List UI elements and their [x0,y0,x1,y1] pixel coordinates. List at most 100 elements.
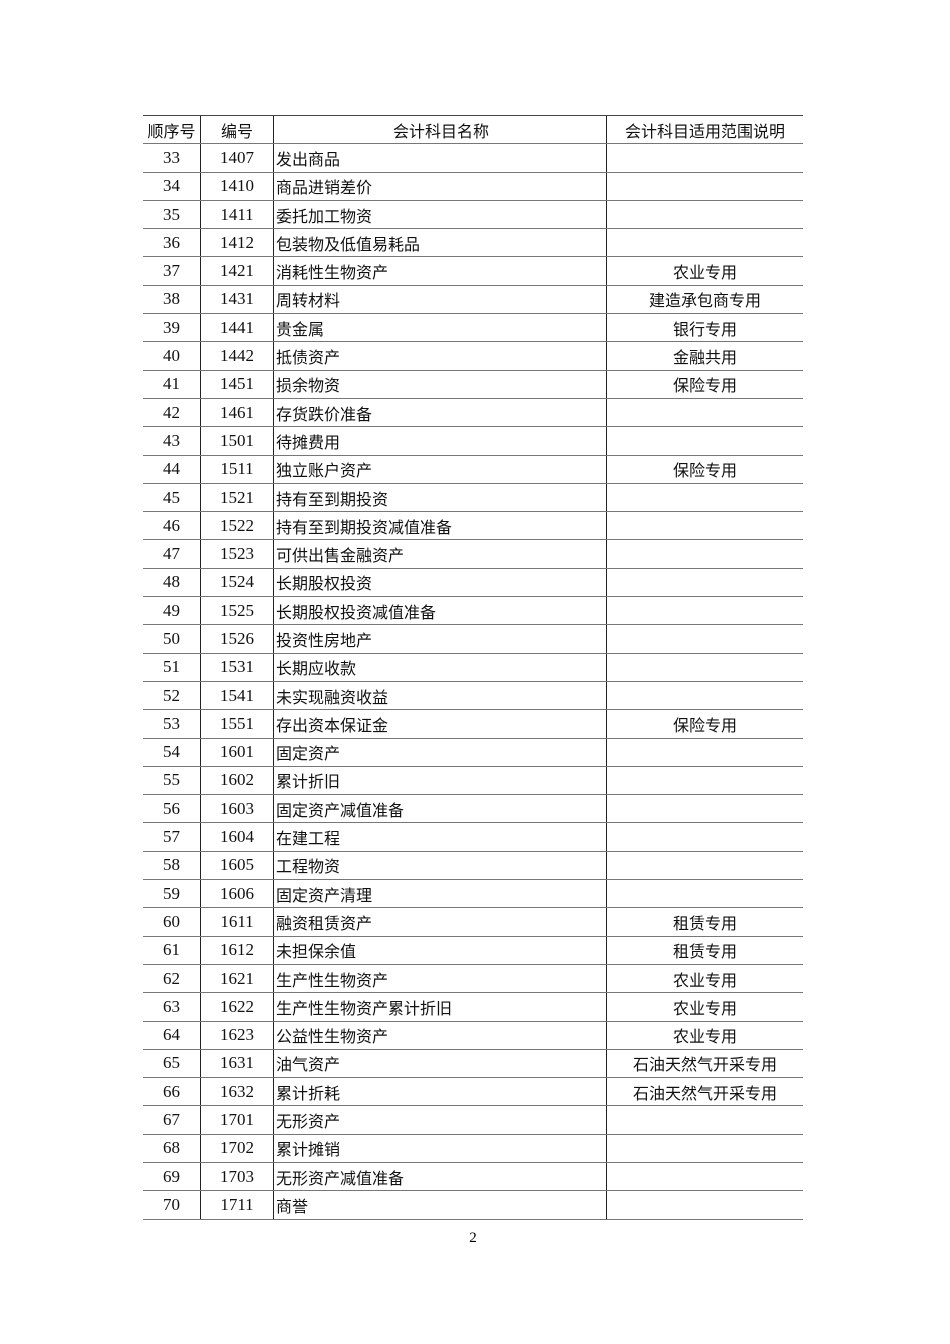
table-row: 50 1526 投资性房地产 [143,624,803,654]
cell-seq: 39 [143,313,201,343]
cell-code: 1526 [200,624,274,654]
cell-scope [606,539,803,569]
cell-code: 1702 [200,1133,274,1163]
cell-name: 长期股权投资 [273,567,607,598]
cell-seq: 47 [143,539,201,569]
cell-name: 长期应收款 [273,652,607,682]
cell-name: 投资性房地产 [273,624,607,654]
cell-code: 1622 [200,992,274,1022]
cell-seq: 43 [143,426,201,456]
cell-code: 1632 [200,1077,274,1107]
cell-code: 1621 [200,963,274,994]
cell-code: 1605 [200,850,274,881]
cell-name: 消耗性生物资产 [273,256,607,286]
cell-name: 商誉 [273,1190,607,1220]
table-row: 45 1521 持有至到期投资 [143,482,803,513]
table-row: 33 1407 发出商品 [143,143,803,173]
cell-name: 未担保余值 [273,935,607,965]
cell-code: 1606 [200,879,274,909]
table-row: 70 1711 商誉 [143,1190,803,1220]
cell-seq: 59 [143,879,201,909]
table-row: 51 1531 长期应收款 [143,652,803,682]
cell-code: 1603 [200,794,274,824]
cell-code: 1501 [200,426,274,456]
cell-seq: 60 [143,907,201,937]
cell-seq: 65 [143,1048,201,1079]
cell-seq: 58 [143,850,201,881]
cell-code: 1412 [200,228,274,258]
cell-name: 融资租赁资产 [273,907,607,937]
table-row: 34 1410 商品进销差价 [143,171,803,201]
cell-code: 1521 [200,482,274,513]
table-row: 53 1551 存出资本保证金 保险专用 [143,709,803,739]
cell-name: 长期股权投资减值准备 [273,596,607,626]
cell-seq: 41 [143,369,201,399]
table-row: 35 1411 委托加工物资 [143,199,803,230]
cell-seq: 35 [143,199,201,230]
cell-name: 固定资产清理 [273,879,607,909]
table-row: 58 1605 工程物资 [143,850,803,881]
cell-name: 损余物资 [273,369,607,399]
cell-scope [606,482,803,513]
cell-name: 无形资产 [273,1105,607,1135]
cell-code: 1407 [200,143,274,173]
table-row: 60 1611 融资租赁资产 租赁专用 [143,907,803,937]
header-code: 编号 [200,114,274,145]
table-row: 65 1631 油气资产 石油天然气开采专用 [143,1048,803,1079]
table-row: 55 1602 累计折旧 [143,765,803,796]
cell-scope: 金融共用 [606,341,803,371]
cell-seq: 52 [143,680,201,711]
cell-name: 包装物及低值易耗品 [273,228,607,258]
table-row: 48 1524 长期股权投资 [143,567,803,598]
cell-seq: 69 [143,1161,201,1192]
cell-code: 1551 [200,709,274,739]
cell-scope: 租赁专用 [606,907,803,937]
table-row: 44 1511 独立账户资产 保险专用 [143,454,803,484]
cell-name: 商品进销差价 [273,171,607,201]
cell-seq: 50 [143,624,201,654]
cell-scope [606,143,803,173]
cell-name: 累计摊销 [273,1133,607,1163]
cell-seq: 40 [143,341,201,371]
cell-name: 生产性生物资产累计折旧 [273,992,607,1022]
cell-scope [606,822,803,852]
cell-code: 1601 [200,737,274,767]
cell-seq: 57 [143,822,201,852]
cell-seq: 63 [143,992,201,1022]
cell-seq: 49 [143,596,201,626]
cell-code: 1451 [200,369,274,399]
cell-seq: 34 [143,171,201,201]
table-row: 64 1623 公益性生物资产 农业专用 [143,1020,803,1050]
cell-name: 周转材料 [273,284,607,315]
cell-code: 1701 [200,1105,274,1135]
cell-scope: 农业专用 [606,963,803,994]
cell-code: 1421 [200,256,274,286]
table-row: 54 1601 固定资产 [143,737,803,767]
cell-name: 累计折耗 [273,1077,607,1107]
cell-code: 1461 [200,397,274,428]
table-row: 69 1703 无形资产减值准备 [143,1161,803,1192]
cell-scope: 保险专用 [606,369,803,399]
cell-name: 发出商品 [273,143,607,173]
cell-name: 独立账户资产 [273,454,607,484]
cell-scope [606,765,803,796]
cell-seq: 45 [143,482,201,513]
accounts-table: 顺序号 编号 会计科目名称 会计科目适用范围说明 33 1407 发出商品 34 141… [143,114,803,1220]
cell-seq: 44 [143,454,201,484]
cell-name: 持有至到期投资 [273,482,607,513]
cell-code: 1410 [200,171,274,201]
cell-scope [606,652,803,682]
cell-code: 1523 [200,539,274,569]
cell-scope [606,567,803,598]
cell-scope [606,1190,803,1220]
cell-name: 待摊费用 [273,426,607,456]
table-row: 52 1541 未实现融资收益 [143,680,803,711]
cell-name: 累计折旧 [273,765,607,796]
cell-scope [606,511,803,541]
cell-name: 可供出售金融资产 [273,539,607,569]
cell-scope [606,794,803,824]
cell-code: 1531 [200,652,274,682]
cell-code: 1411 [200,199,274,230]
cell-code: 1711 [200,1190,274,1220]
cell-scope [606,596,803,626]
